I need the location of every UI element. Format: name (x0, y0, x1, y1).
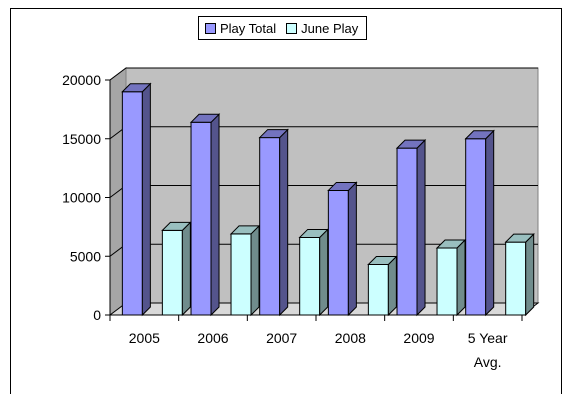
bar-side (416, 138, 426, 317)
x-tick-label: 2006 (197, 330, 228, 346)
bar-front (121, 91, 143, 316)
legend-swatch-play-total (205, 22, 216, 34)
bar-june-play (367, 255, 398, 317)
bar-top (504, 233, 535, 243)
gridline (109, 67, 538, 81)
x-tick-label: 2005 (129, 330, 160, 346)
y-tick-label: 5000 (70, 248, 101, 264)
bar-top (298, 228, 329, 238)
bar-side (210, 113, 220, 317)
bar-top (464, 130, 495, 140)
bar-front (259, 137, 281, 316)
bar-june-play (229, 224, 261, 317)
bar-front (327, 189, 349, 316)
bar-side (456, 238, 466, 317)
legend-item-play-total: Play Total (205, 21, 276, 36)
legend-swatch-june-play (286, 22, 298, 34)
bar-play-total (464, 129, 495, 317)
legend: Play Total June Play (198, 16, 368, 40)
bar-front (465, 138, 487, 316)
bar-side (525, 232, 535, 317)
bar-top (435, 239, 467, 249)
bar-front (436, 247, 458, 316)
bar-front (396, 147, 418, 316)
bar-side (485, 129, 495, 317)
bar-top (395, 139, 427, 149)
x-tick-label: 2008 (335, 330, 366, 346)
bar-play-total (395, 138, 427, 317)
y-tick-label: 20000 (62, 72, 101, 88)
legend-label-june-play: June Play (301, 20, 359, 36)
bar-front (367, 263, 389, 316)
bar-top (189, 113, 221, 123)
bar-side (141, 82, 151, 317)
bar-side (387, 255, 397, 317)
legend-item-june-play: June Play (286, 21, 358, 36)
bar-top (367, 255, 398, 265)
bar-top (121, 83, 152, 93)
x-tick-label: 5 Year (468, 330, 508, 346)
bar-side (181, 221, 191, 317)
bar-side (319, 228, 329, 317)
bar-side (279, 128, 289, 317)
bar-side (250, 224, 260, 317)
x-tick-label: 2007 (266, 330, 297, 346)
y-tick-label: 10000 (62, 190, 101, 206)
x-tick-label: 2009 (403, 330, 434, 346)
x-tick-label: Avg. (474, 354, 502, 370)
legend-label-play-total: Play Total (220, 20, 277, 36)
bar-top (258, 129, 289, 139)
bar-top (327, 181, 358, 191)
y-tick-label: 15000 (62, 131, 101, 147)
bar-play-total (189, 113, 221, 317)
bar-june-play (298, 228, 329, 317)
bar-front (161, 229, 183, 316)
bar-side (347, 181, 357, 317)
bar-play-total (327, 181, 358, 317)
bar-play-total (258, 128, 289, 317)
bar-june-play (435, 238, 467, 317)
bar-june-play (161, 221, 192, 317)
bar-top (229, 225, 261, 235)
bar-front (505, 241, 527, 316)
bar-play-total (121, 82, 152, 317)
bar-front (299, 236, 321, 316)
bar-top (161, 221, 192, 231)
bar-front (190, 121, 212, 316)
bar-june-play (504, 232, 535, 317)
y-tick-label: 0 (93, 307, 101, 323)
bar-front (230, 233, 252, 316)
